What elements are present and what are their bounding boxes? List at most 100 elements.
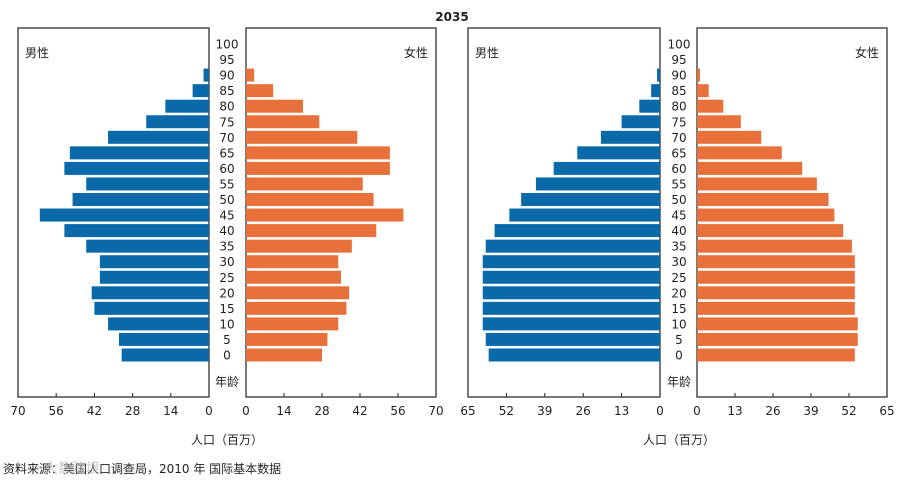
male-x-tick-28: 28 xyxy=(125,404,140,418)
age-tick-90: 90 xyxy=(671,69,686,83)
age-tick-0: 0 xyxy=(675,349,683,363)
age-tick-80: 80 xyxy=(671,100,686,114)
age-tick-50: 50 xyxy=(219,193,234,207)
female-bar-75 xyxy=(697,115,741,129)
age-tick-65: 65 xyxy=(219,146,234,160)
age-tick-5: 5 xyxy=(223,333,231,347)
right-pyramid: 男性 女性100959085807570656055504540353025201… xyxy=(460,27,895,447)
male-bar-65 xyxy=(577,146,660,160)
male-bar-85 xyxy=(192,84,209,98)
female-label: 女性 xyxy=(404,45,428,60)
age-tick-0: 0 xyxy=(223,349,231,363)
male-bar-35 xyxy=(485,239,660,253)
male-x-tick-52: 52 xyxy=(499,404,514,418)
female-bar-20 xyxy=(697,286,855,300)
female-bar-5 xyxy=(697,332,858,346)
age-tick-5: 5 xyxy=(675,333,683,347)
male-bar-20 xyxy=(91,286,209,300)
age-tick-75: 75 xyxy=(671,115,686,129)
age-tick-45: 45 xyxy=(671,209,686,223)
female-bar-65 xyxy=(697,146,782,160)
female-label: 女性 xyxy=(855,45,879,60)
female-bar-60 xyxy=(697,161,803,175)
male-bar-15 xyxy=(94,301,209,315)
female-x-tick-39: 39 xyxy=(803,404,818,418)
source-note: 资料来源：美国人口调查局，2010 年 国际基本数据 xyxy=(3,461,281,476)
female-bar-15 xyxy=(246,301,347,315)
female-bar-85 xyxy=(246,84,274,98)
female-x-tick-26: 26 xyxy=(765,404,780,418)
age-tick-95: 95 xyxy=(671,53,686,67)
female-bar-10 xyxy=(697,317,858,331)
female-bar-30 xyxy=(697,255,855,269)
male-x-tick-70: 70 xyxy=(10,404,25,418)
male-bar-90 xyxy=(657,68,660,82)
male-x-tick-0: 0 xyxy=(205,404,213,418)
male-bar-75 xyxy=(146,115,209,129)
female-bar-80 xyxy=(246,99,303,113)
male-bar-10 xyxy=(482,317,660,331)
male-bar-45 xyxy=(509,208,660,222)
x-axis-label: 人口（百万） xyxy=(191,433,263,447)
male-label: 男性 xyxy=(25,46,49,60)
age-tick-35: 35 xyxy=(671,240,686,254)
male-x-tick-13: 13 xyxy=(614,404,629,418)
male-bar-25 xyxy=(99,270,209,284)
age-tick-20: 20 xyxy=(671,286,686,300)
male-bar-60 xyxy=(553,161,660,175)
male-bar-0 xyxy=(488,348,660,362)
male-bar-25 xyxy=(482,270,660,284)
male-bar-5 xyxy=(485,332,660,346)
female-bar-70 xyxy=(697,130,762,144)
age-tick-80: 80 xyxy=(219,100,234,114)
male-bar-70 xyxy=(600,130,660,144)
male-label: 男性 xyxy=(475,46,499,60)
female-bar-25 xyxy=(697,270,855,284)
age-tick-45: 45 xyxy=(219,209,234,223)
age-tick-50: 50 xyxy=(671,193,686,207)
male-x-tick-26: 26 xyxy=(576,404,591,418)
male-bar-55 xyxy=(535,177,660,191)
male-bar-55 xyxy=(86,177,209,191)
female-x-tick-13: 13 xyxy=(727,404,742,418)
male-bar-85 xyxy=(651,84,660,98)
male-bar-80 xyxy=(639,99,660,113)
male-bar-5 xyxy=(118,332,209,346)
female-bar-65 xyxy=(246,146,390,160)
male-bar-50 xyxy=(521,193,660,206)
left-pyramid: 男性 女性100959085807570656055504540353025201… xyxy=(10,27,444,447)
chart-title: 2035 xyxy=(435,10,468,24)
male-x-tick-56: 56 xyxy=(49,404,64,418)
female-bar-40 xyxy=(246,224,377,238)
age-tick-100: 100 xyxy=(668,38,691,52)
age-tick-90: 90 xyxy=(219,69,234,83)
female-bar-55 xyxy=(246,177,363,191)
age-tick-75: 75 xyxy=(219,115,234,129)
female-bar-40 xyxy=(697,224,844,238)
age-tick-15: 15 xyxy=(219,302,234,316)
female-x-tick-14: 14 xyxy=(276,404,291,418)
female-bar-90 xyxy=(697,68,700,82)
age-tick-70: 70 xyxy=(671,131,686,145)
female-x-tick-56: 56 xyxy=(390,404,405,418)
male-x-tick-39: 39 xyxy=(537,404,552,418)
female-bar-50 xyxy=(697,193,829,206)
male-x-tick-65: 65 xyxy=(460,404,475,418)
age-tick-30: 30 xyxy=(671,255,686,269)
male-bar-70 xyxy=(108,130,209,144)
age-tick-25: 25 xyxy=(671,271,686,285)
male-bar-30 xyxy=(99,255,209,269)
female-bar-15 xyxy=(697,301,855,315)
age-tick-85: 85 xyxy=(219,84,234,98)
female-bar-45 xyxy=(697,208,835,222)
female-bar-90 xyxy=(246,68,255,82)
female-bar-5 xyxy=(246,332,328,346)
age-tick-30: 30 xyxy=(219,255,234,269)
female-x-tick-0: 0 xyxy=(242,404,250,418)
watermark-text: 大数跨境 xyxy=(44,461,100,477)
female-x-tick-52: 52 xyxy=(841,404,856,418)
age-axis-title: 年龄 xyxy=(215,375,239,389)
male-bar-20 xyxy=(482,286,660,300)
age-tick-55: 55 xyxy=(219,177,234,191)
